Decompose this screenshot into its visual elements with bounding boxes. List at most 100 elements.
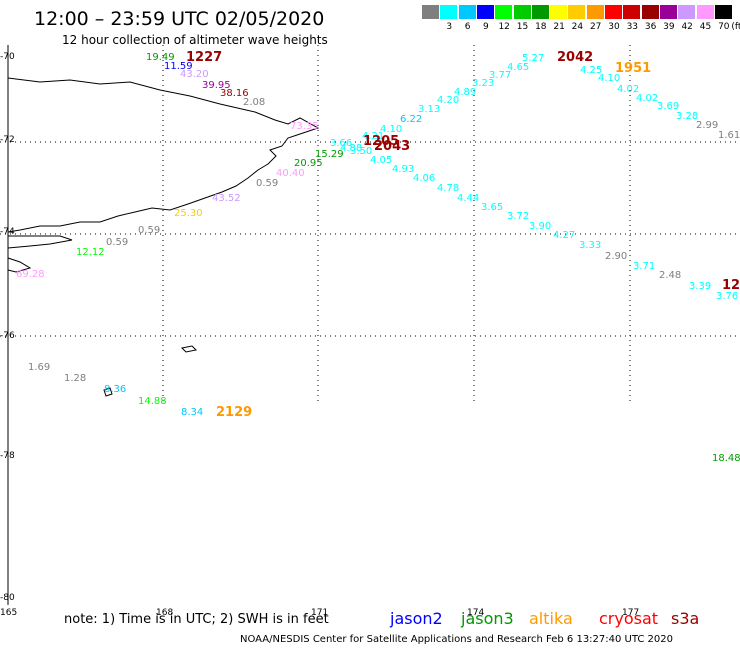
pass-time-label: 1205 [363, 134, 400, 149]
swh-observation: 4.78 [437, 183, 460, 194]
swh-observation: 15.29 [315, 149, 344, 160]
swh-observation: 3.77 [489, 70, 512, 81]
footnote: note: 1) Time is in UTC; 2) SWH is in fe… [64, 612, 329, 627]
lat-label: -70 [0, 52, 15, 62]
legend-swatch [440, 5, 458, 19]
swh-observation: 4.02 [617, 84, 640, 95]
legend-label: 9 [483, 22, 489, 32]
swh-observation: 3.66 [330, 138, 353, 149]
legend-swatch [568, 5, 586, 19]
swh-observation: 4.88 [340, 143, 363, 154]
swh-observation: 4.10 [598, 73, 621, 84]
legend-label: 27 [589, 22, 602, 32]
satellite-altika: altika [529, 609, 573, 628]
legend-label: 39 [663, 22, 675, 32]
swh-observation: 3.39 [689, 281, 712, 292]
swh-observation: 2.48 [659, 270, 682, 281]
swh-observation: 0.59 [256, 178, 279, 189]
satellite-jason3: jason3 [461, 609, 514, 628]
legend-label: 36 [644, 22, 657, 32]
legend-label: 15 [516, 22, 529, 32]
legend-swatch [714, 5, 732, 19]
swh-observation: 3.71 [633, 261, 656, 272]
lat-label: -72 [0, 135, 15, 145]
swh-observation: 3.50 [350, 146, 373, 157]
legend-swatch [678, 5, 696, 19]
coastline [7, 77, 320, 273]
legend-label: 30 [608, 22, 620, 32]
swh-observation: 40.40 [276, 168, 305, 179]
pass-time-label: 2043 [374, 139, 411, 154]
pass-time-label: 1951 [615, 61, 652, 76]
legend-swatch [422, 5, 439, 19]
swh-observation: 38.16 [220, 88, 249, 99]
credit-line: NOAA/NESDIS Center for Satellite Applica… [240, 634, 673, 645]
legend-label: 3 [446, 22, 453, 32]
pass-time-label: 12 [722, 278, 740, 293]
swh-observation: 2.90 [605, 251, 628, 262]
lon-label: 177 [622, 608, 640, 618]
swh-observation: 39.95 [202, 80, 231, 91]
legend-swatch [623, 5, 641, 19]
legend-label: 42 [681, 22, 693, 32]
swh-observation: 4.02 [636, 93, 659, 104]
swh-observation: 3.13 [418, 104, 441, 115]
swh-observation: 11.59 [164, 61, 193, 72]
island-1 [180, 345, 198, 353]
swh-observation: 2.99 [696, 120, 719, 131]
swh-observation: 4.65 [507, 62, 530, 73]
swh-observation: 4.05 [370, 155, 393, 166]
swh-observation: 3.28 [676, 111, 699, 122]
swh-observation: 8.36 [104, 384, 127, 395]
chart-title: 12:00 – 23:59 UTC 02/05/2020 [34, 8, 325, 30]
swh-observation: 3.90 [529, 221, 552, 232]
legend-swatch [513, 5, 531, 19]
swh-observation: 0.59 [138, 225, 161, 236]
legend-label: 18 [535, 22, 547, 32]
legend-unit: (ft) [731, 22, 740, 32]
swh-observation: 4.89 [454, 87, 477, 98]
swh-observation: 19.49 [146, 52, 175, 63]
swh-observation: 4.06 [413, 173, 436, 184]
graticule [0, 45, 740, 405]
chart-subtitle: 12 hour collection of altimeter wave hei… [62, 33, 328, 47]
swh-observation: 1.28 [64, 373, 87, 384]
swh-observation: 3.33 [579, 240, 602, 251]
lat-label: -78 [0, 451, 15, 461]
satellite-jason2: jason2 [390, 609, 443, 628]
swh-observation: 73.35 [290, 121, 319, 132]
legend-label: 21 [553, 22, 565, 32]
legend-swatch [641, 5, 659, 19]
swh-observation: 4.10 [380, 124, 403, 135]
swh-observation: 20.95 [294, 158, 323, 169]
lon-label: 171 [311, 608, 329, 618]
swh-observation: 4.21 [362, 131, 385, 142]
legend-swatch [476, 5, 494, 19]
legend-swatch [696, 5, 714, 19]
swh-observation: 3.76 [716, 291, 739, 302]
swh-observation: 5.27 [522, 53, 545, 64]
swh-observation: 18.48 [712, 453, 740, 464]
swh-observation: 14.88 [138, 396, 167, 407]
lat-label: -76 [0, 331, 15, 341]
legend-label: 12 [498, 22, 510, 32]
swh-observation: 69.28 [16, 269, 45, 280]
lat-label: -74 [0, 227, 15, 237]
swh-observation: 43.52 [212, 193, 241, 204]
swh-observation: 1.61 [718, 130, 740, 141]
lon-label: 168 [156, 608, 174, 618]
legend-label: 33 [626, 22, 639, 32]
legend-swatch [458, 5, 476, 19]
swh-observation: 8.34 [181, 407, 204, 418]
swh-observation: 4.44 [457, 193, 480, 204]
swh-observation: 6.22 [400, 114, 423, 125]
swh-observation: 2.08 [243, 97, 266, 108]
swh-observation: 4.25 [580, 65, 603, 76]
legend-label: 24 [571, 22, 584, 32]
pass-time-label: 2042 [557, 50, 594, 65]
swh-observation: 1.69 [28, 362, 51, 373]
swh-observation: 4.20 [437, 95, 460, 106]
swh-observation: 3.72 [507, 211, 530, 222]
